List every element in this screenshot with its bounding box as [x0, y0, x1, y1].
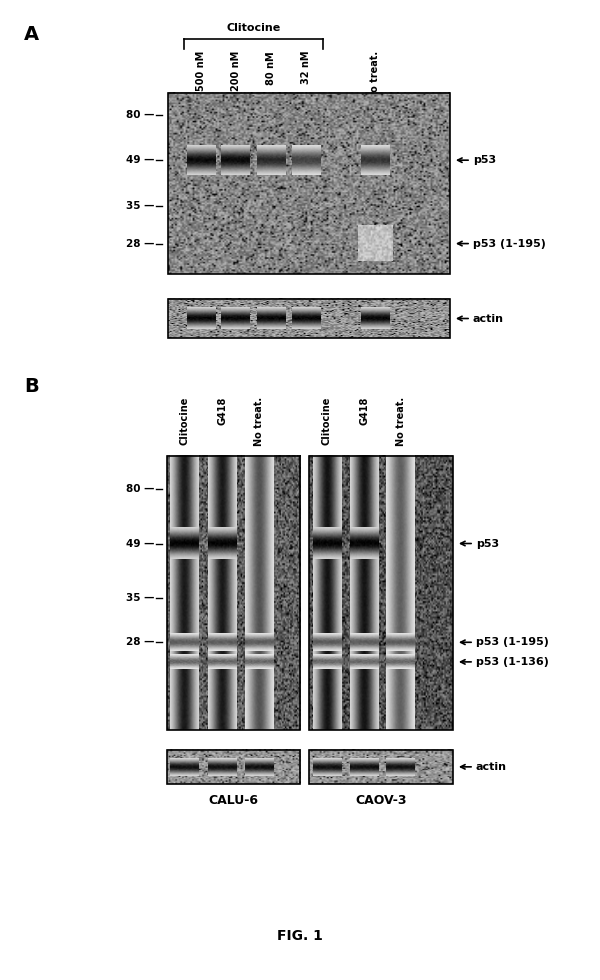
- Text: 32 nM: 32 nM: [301, 51, 311, 84]
- Text: CAOV-3: CAOV-3: [355, 794, 407, 807]
- Text: Clitocine: Clitocine: [322, 397, 332, 445]
- Text: 49 —: 49 —: [126, 538, 154, 549]
- Text: Clitocine: Clitocine: [226, 24, 281, 33]
- Text: G418: G418: [217, 397, 227, 425]
- Text: 35 —: 35 —: [126, 593, 154, 604]
- Text: 35 —: 35 —: [126, 201, 154, 211]
- Text: p53: p53: [476, 538, 499, 549]
- Text: p53 (1-136): p53 (1-136): [476, 657, 548, 667]
- Text: 28 —: 28 —: [126, 637, 154, 648]
- Text: actin: actin: [473, 314, 504, 323]
- Bar: [309, 750, 453, 784]
- Text: G418: G418: [359, 397, 369, 425]
- Text: B: B: [24, 377, 39, 396]
- Text: No treat.: No treat.: [396, 397, 406, 446]
- Text: A: A: [24, 24, 39, 43]
- Bar: [168, 299, 450, 338]
- Bar: [168, 93, 450, 274]
- Text: CALU-6: CALU-6: [208, 794, 259, 807]
- Text: 80 nM: 80 nM: [266, 51, 276, 84]
- Bar: [167, 750, 300, 784]
- Text: 28 —: 28 —: [126, 238, 154, 249]
- Bar: [309, 456, 453, 730]
- Text: p53 (1-195): p53 (1-195): [473, 238, 545, 249]
- Text: 80 —: 80 —: [126, 110, 154, 120]
- Text: Clitocine: Clitocine: [180, 397, 190, 445]
- Text: actin: actin: [476, 761, 507, 772]
- Text: p53 (1-195): p53 (1-195): [476, 637, 548, 648]
- Text: FIG. 1: FIG. 1: [277, 929, 323, 943]
- Text: 49 —: 49 —: [126, 155, 154, 166]
- Bar: [167, 456, 300, 730]
- Text: 80 —: 80 —: [126, 483, 154, 494]
- Text: No treat.: No treat.: [254, 397, 264, 446]
- Text: 500 nM: 500 nM: [196, 51, 206, 91]
- Text: p53: p53: [473, 155, 496, 166]
- Text: 200 nM: 200 nM: [231, 51, 241, 91]
- Text: No treat.: No treat.: [370, 51, 380, 100]
